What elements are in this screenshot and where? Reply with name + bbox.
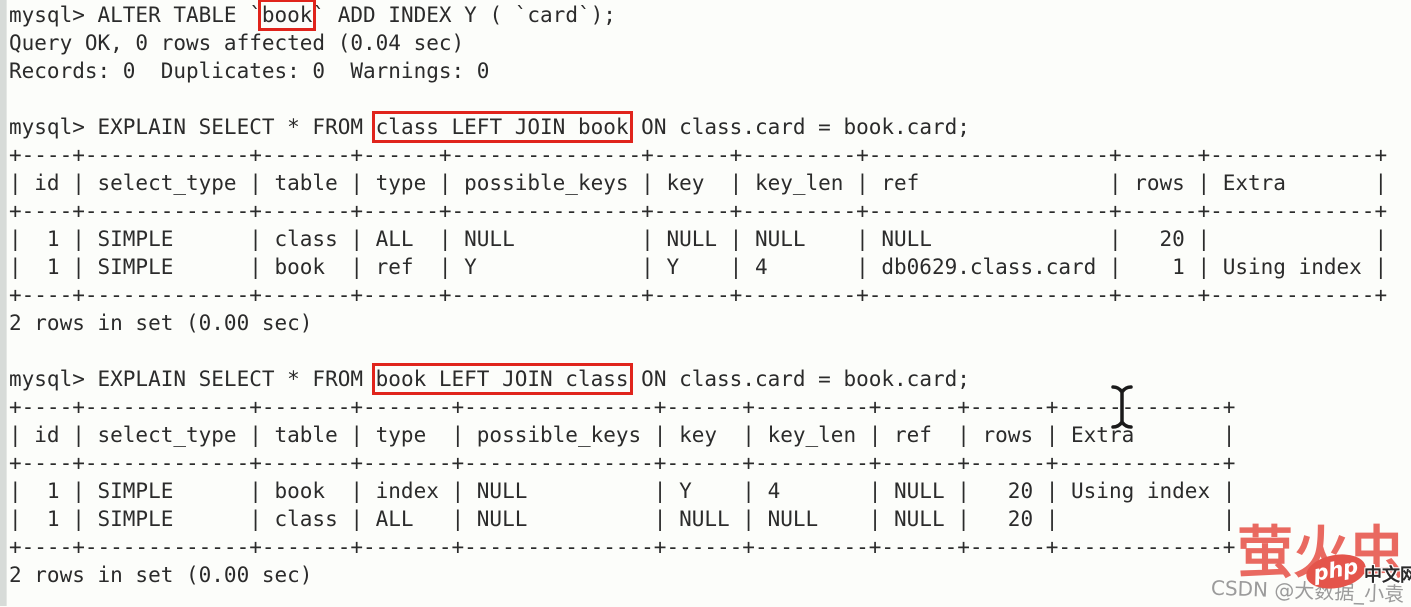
sql-highlight-box: book LEFT JOIN class [371,363,633,395]
terminal-line: mysql> EXPLAIN SELECT * FROM class LEFT … [9,111,1387,143]
terminal-text: Records: 0 Duplicates: 0 Warnings: 0 [9,59,490,83]
terminal-line [9,85,1387,113]
terminal-text: +----+-------------+-------+------+-----… [9,143,1388,167]
text-cursor-icon [1104,383,1140,435]
terminal-text: | id | select_type | table | type | poss… [9,423,1236,447]
terminal-line [9,337,1387,365]
sql-highlight-box: class LEFT JOIN book [371,111,633,143]
terminal-text: | 1 | SIMPLE | class | ALL | NULL | NULL… [9,227,1388,251]
terminal-text: | 1 | SIMPLE | book | ref | Y | Y | 4 | … [9,255,1388,279]
terminal-text: mysql> ALTER TABLE ` [9,3,262,27]
terminal-text: | 1 | SIMPLE | class | ALL | NULL | NULL… [9,507,1236,531]
terminal-text: ` ADD INDEX Y ( `card`); [312,3,616,27]
terminal-text: ON class.card = book.card; [628,115,970,139]
terminal-line: | id | select_type | table | type | poss… [9,169,1387,197]
terminal-line: Records: 0 Duplicates: 0 Warnings: 0 [9,57,1387,85]
window-edge [0,0,7,606]
terminal-text: | id | select_type | table | type | poss… [9,171,1388,195]
terminal-line: 2 rows in set (0.00 sec) [9,309,1387,337]
terminal-line: Query OK, 0 rows affected (0.04 sec) [9,29,1387,57]
terminal-text: 2 rows in set (0.00 sec) [9,311,313,335]
terminal-line: | 1 | SIMPLE | book | index | NULL | Y |… [9,477,1387,505]
terminal-text: mysql> EXPLAIN SELECT * FROM [9,115,376,139]
php-logo-suffix: 中文网 [1364,565,1411,586]
terminal-line: 2 rows in set (0.00 sec) [9,561,1387,589]
terminal-text: ON class.card = book.card; [628,367,970,391]
terminal-text: 2 rows in set (0.00 sec) [9,563,313,587]
terminal-line: | 1 | SIMPLE | book | ref | Y | Y | 4 | … [9,253,1387,281]
terminal-line: +----+-------------+-------+------+-----… [9,141,1387,169]
terminal-line: +----+-------------+-------+-------+----… [9,533,1387,561]
terminal-line: | 1 | SIMPLE | class | ALL | NULL | NULL… [9,225,1387,253]
terminal-line: | 1 | SIMPLE | class | ALL | NULL | NULL… [9,505,1387,533]
terminal-text: +----+-------------+-------+------+-----… [9,199,1388,223]
terminal-text: mysql> EXPLAIN SELECT * FROM [9,367,376,391]
terminal-text: +----+-------------+-------+------+-----… [9,283,1388,307]
terminal-line: +----+-------------+-------+------+-----… [9,197,1387,225]
terminal-line: +----+-------------+-------+-------+----… [9,449,1387,477]
terminal-line: +----+-------------+-------+------+-----… [9,281,1387,309]
terminal-text: +----+-------------+-------+-------+----… [9,451,1236,475]
terminal-text: +----+-------------+-------+-------+----… [9,535,1236,559]
terminal-line: mysql> ALTER TABLE `book` ADD INDEX Y ( … [9,0,1387,31]
terminal-text: Query OK, 0 rows affected (0.04 sec) [9,31,465,55]
terminal-output: mysql> ALTER TABLE `book` ADD INDEX Y ( … [9,0,1387,589]
terminal-line: +----+-------------+-------+-------+----… [9,393,1387,421]
sql-highlight-box: book [257,0,317,31]
terminal-text: +----+-------------+-------+-------+----… [9,395,1236,419]
terminal-line: | id | select_type | table | type | poss… [9,421,1387,449]
terminal-line: mysql> EXPLAIN SELECT * FROM book LEFT J… [9,363,1387,395]
terminal-text: | 1 | SIMPLE | book | index | NULL | Y |… [9,479,1236,503]
